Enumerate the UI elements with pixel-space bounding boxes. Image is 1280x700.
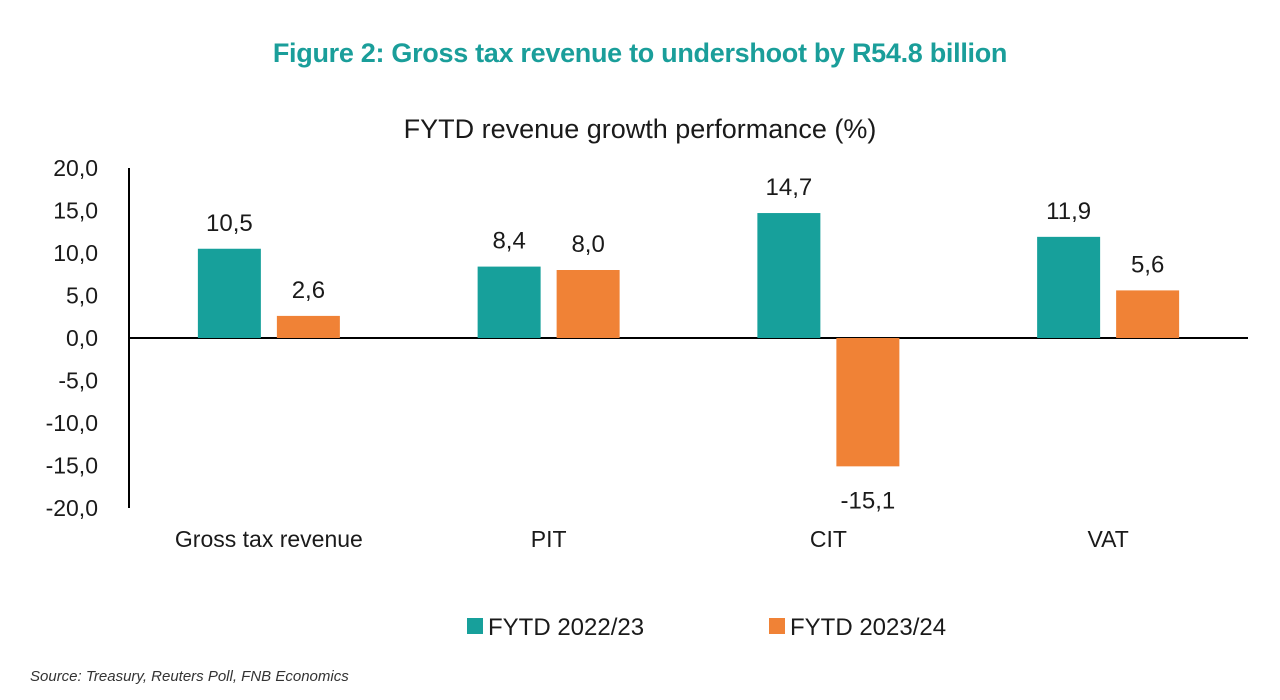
bar (1116, 290, 1180, 338)
y-tick-label: -15,0 (46, 453, 98, 479)
y-tick-label: 5,0 (66, 283, 98, 309)
bar (197, 248, 261, 338)
legend-swatch (769, 618, 785, 634)
data-label: 8,0 (571, 231, 604, 258)
bar (836, 338, 900, 467)
data-label: 5,6 (1131, 251, 1164, 278)
legend-label: FYTD 2022/23 (488, 614, 644, 641)
y-axis: 20,0 15,0 10,0 5,0 0,0 -5,0 -10,0 -15,0 -20,0 (46, 155, 1248, 521)
legend-swatch (467, 618, 483, 634)
bar (477, 266, 541, 338)
chart-title: FYTD revenue growth performance (%) (404, 114, 877, 144)
legend: FYTD 2022/23 FYTD 2023/24 (467, 614, 946, 641)
source-note: Source: Treasury, Reuters Poll, FNB Econ… (30, 668, 349, 685)
y-tick-label: -5,0 (58, 368, 98, 394)
data-label: 14,7 (766, 174, 813, 201)
category-label: CIT (810, 526, 847, 552)
data-labels: 10,5 2,6 8,4 8,0 14,7 -15,1 11,9 5,6 (206, 174, 1164, 514)
data-label: 10,5 (206, 210, 253, 237)
bar (556, 270, 620, 338)
category-label: Gross tax revenue (175, 526, 363, 552)
data-label: 11,9 (1046, 198, 1091, 225)
bar (1037, 236, 1101, 338)
bars (197, 213, 1180, 467)
y-tick-label: 20,0 (53, 155, 98, 181)
category-label: VAT (1087, 526, 1128, 552)
category-labels: Gross tax revenue PIT CIT VAT (175, 526, 1129, 552)
category-label: PIT (531, 526, 567, 552)
data-label: -15,1 (841, 487, 896, 514)
y-tick-label: 15,0 (53, 198, 98, 224)
y-tick-label: 10,0 (53, 240, 98, 266)
figure-title: Figure 2: Gross tax revenue to undershoo… (272, 38, 1008, 68)
legend-label: FYTD 2023/24 (790, 614, 946, 641)
y-tick-label: -20,0 (46, 495, 98, 521)
bar (757, 213, 821, 338)
bar (276, 315, 340, 338)
y-tick-label: -10,0 (46, 410, 98, 436)
data-label: 8,4 (492, 228, 525, 255)
y-tick-label: 0,0 (66, 325, 98, 351)
data-label: 2,6 (292, 277, 325, 304)
